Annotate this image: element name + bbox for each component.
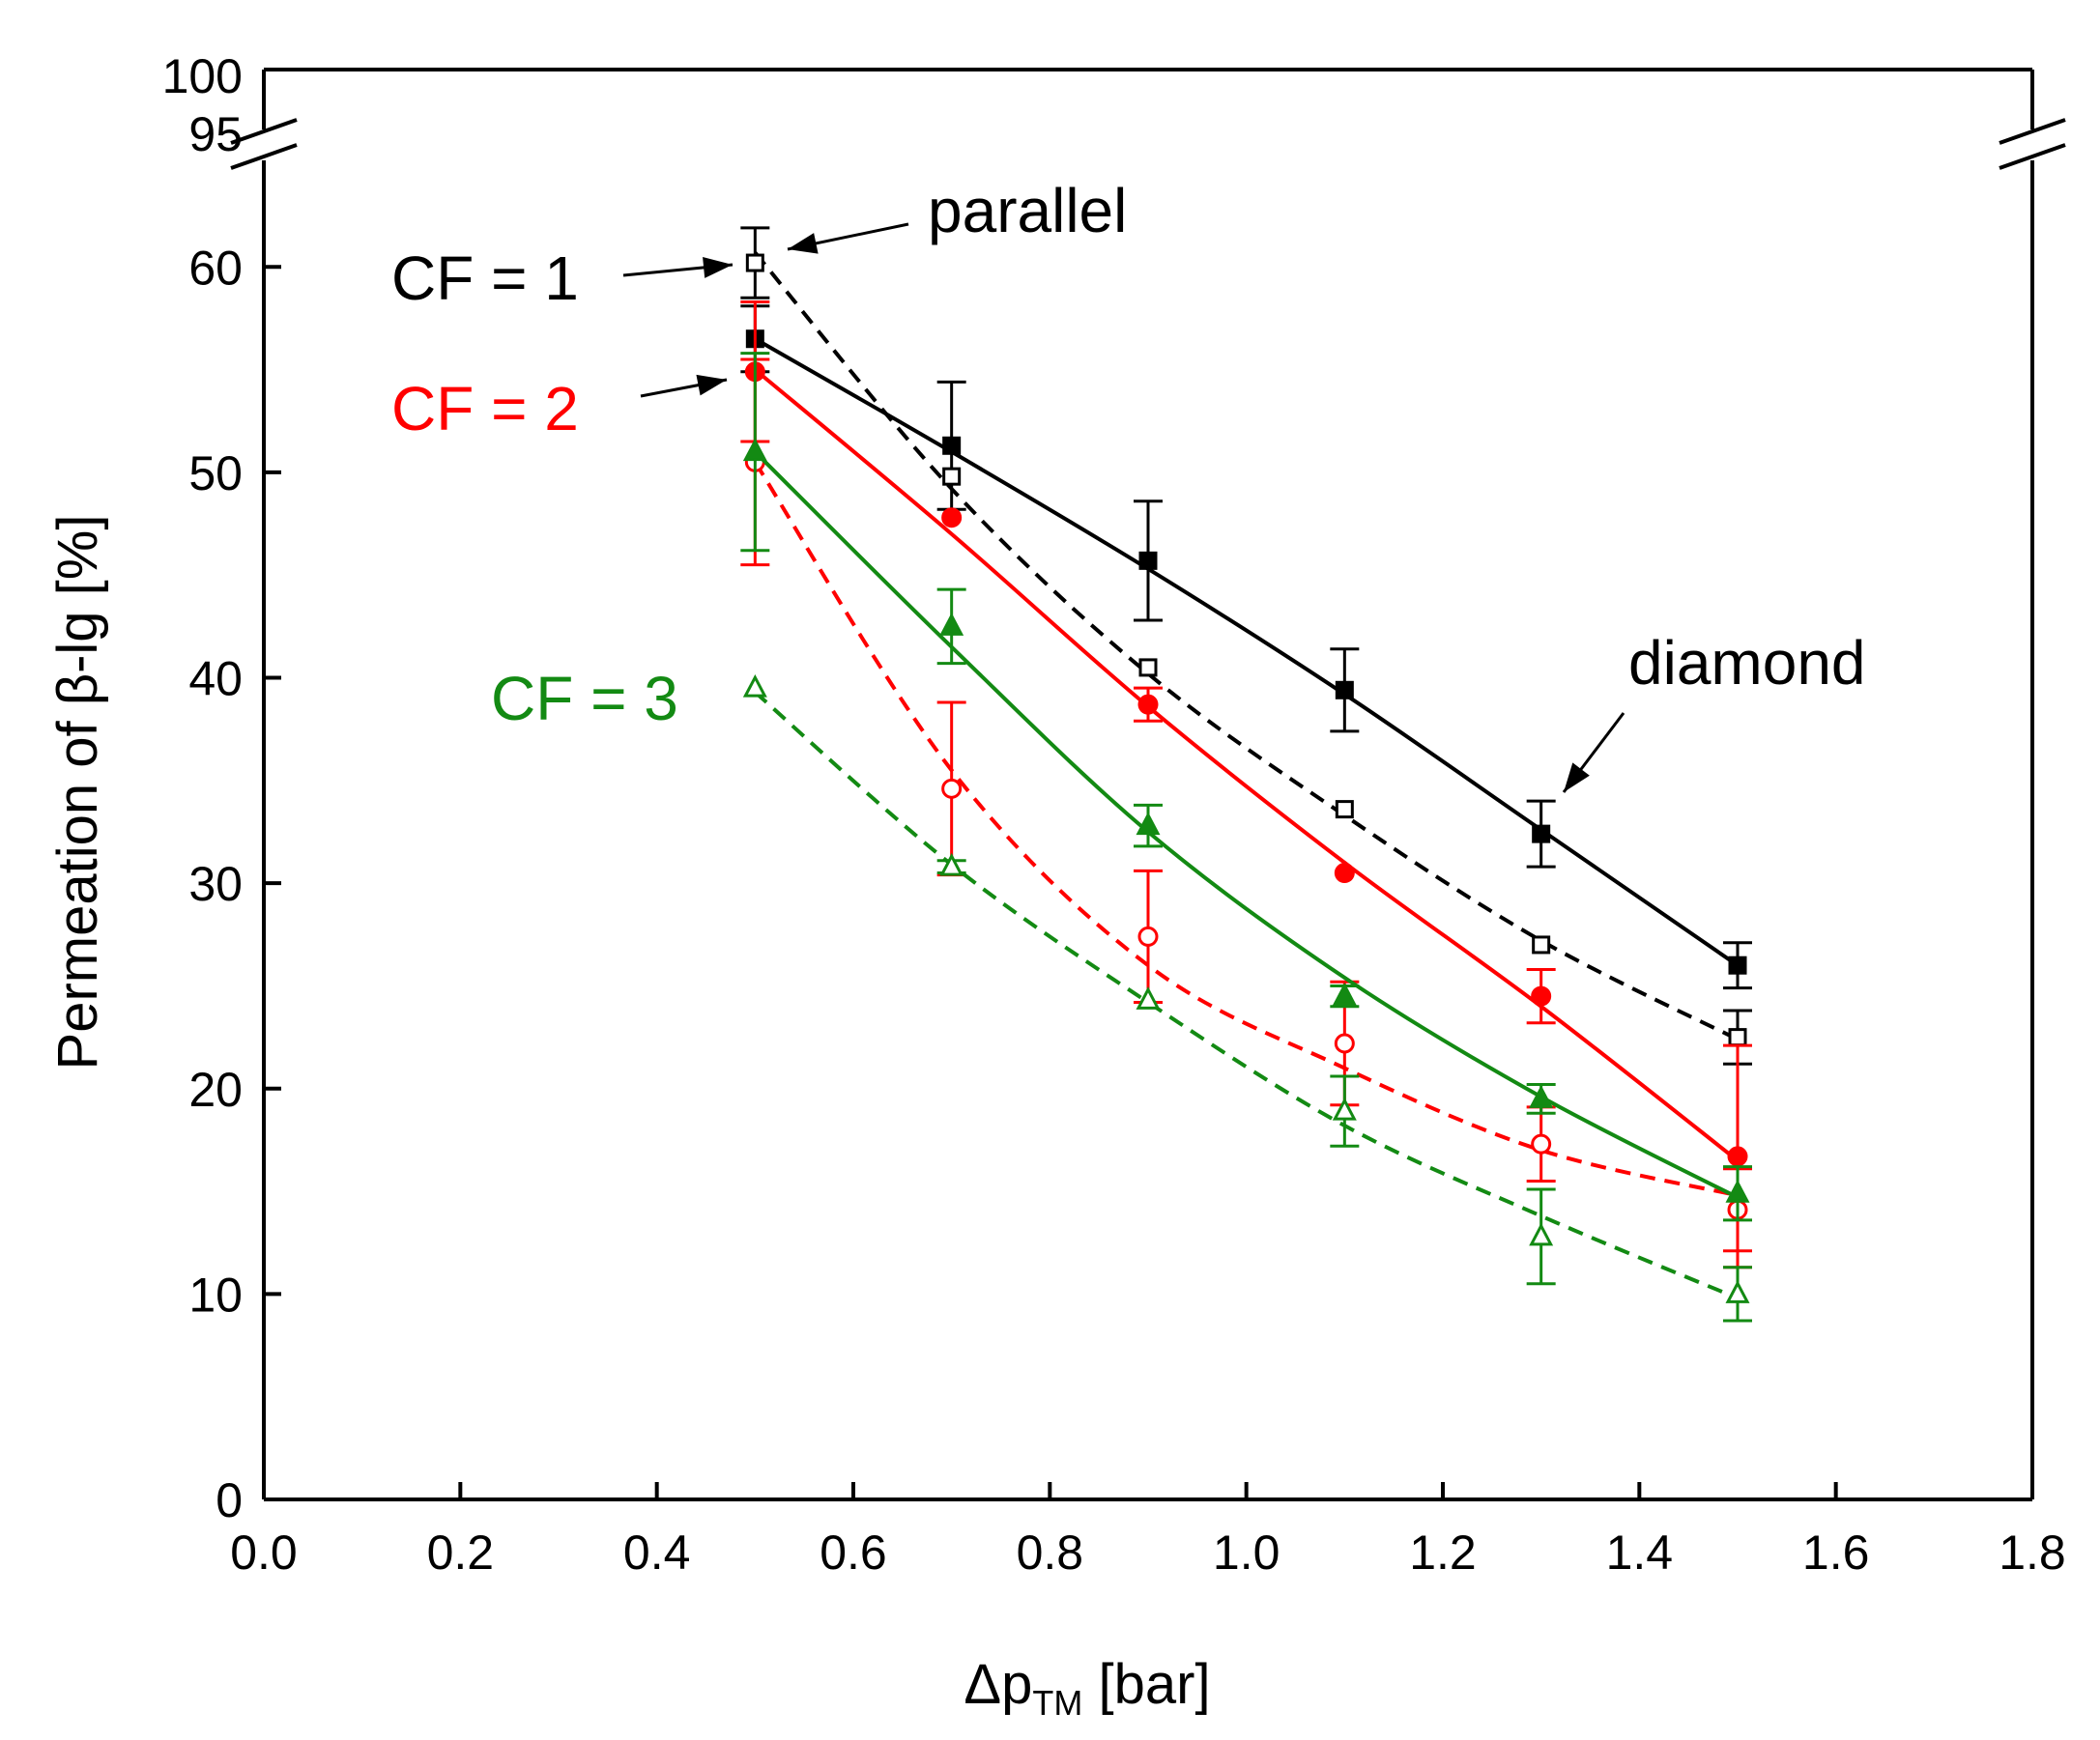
series-cf2-diamond: [740, 300, 1752, 1269]
annotation-cf1: CF = 1: [391, 243, 579, 313]
data-point: [1138, 658, 1158, 677]
data-point: [1725, 1179, 1750, 1203]
data-point: [1332, 982, 1357, 1006]
axis-break-mark: [1999, 143, 2066, 170]
data-point: [1529, 1222, 1554, 1246]
x-axis-label-sub: TM: [1032, 1683, 1082, 1723]
data-point: [1532, 824, 1551, 843]
fit-line-cf2-diamond: [754, 368, 1740, 1162]
fit-line-cf3-diamond: [753, 450, 1739, 1200]
arrow-head: [696, 374, 727, 396]
x-tick-label: 0.2: [427, 1526, 495, 1580]
arrow-cf1: [622, 256, 734, 278]
data-point: [1138, 551, 1158, 570]
data-point: [1334, 863, 1355, 884]
arrow-diamond: [1562, 712, 1625, 793]
series-cf1-diamond: [740, 304, 1752, 990]
annotations: Permeation of β-lg [%] ΔpTM [bar] CF = 1…: [46, 176, 1866, 1723]
data-point: [1136, 986, 1161, 1010]
data-point: [942, 436, 962, 455]
x-tick-label: 1.8: [1999, 1526, 2066, 1580]
data-point: [1727, 1146, 1748, 1167]
annotation-parallel: parallel: [928, 176, 1127, 245]
data-point: [1532, 935, 1551, 955]
axis-break-mark: [1999, 118, 2066, 145]
series-cf3-parallel: [742, 673, 1752, 1323]
y-axis-label: Permeation of β-lg [%]: [46, 515, 109, 1070]
y-tick-label-upper: 95: [188, 107, 243, 161]
y-tick-label: 30: [188, 857, 243, 911]
data-point: [1531, 1133, 1552, 1155]
data-point: [745, 253, 764, 272]
data-point: [1728, 1028, 1747, 1047]
data-point: [942, 467, 962, 486]
y-tick-label: 10: [188, 1268, 243, 1322]
fit-line-cf1-parallel: [753, 251, 1739, 1041]
y-tick-label-upper: 100: [162, 49, 243, 103]
x-axis-label: ΔpTM [bar]: [964, 1653, 1210, 1723]
series-cf2-parallel: [740, 357, 1752, 1253]
x-tick-label: 0.6: [820, 1526, 887, 1580]
axes: 0.0 0.2 0.4 0.6 0.8 1.0 1.2 1.4 1.6 1.8 0 10 20 30 40 5…: [162, 49, 2066, 1580]
axis-break-mark: [230, 143, 298, 170]
x-tick-label: 0.4: [623, 1526, 691, 1580]
data-point: [1728, 956, 1747, 975]
data-point: [939, 613, 964, 636]
data-point: [1334, 1033, 1355, 1054]
data-point: [1531, 985, 1552, 1007]
x-tick-label: 1.2: [1409, 1526, 1477, 1580]
data-point: [941, 507, 963, 528]
data-point: [941, 778, 963, 799]
fit-line-cf1-diamond: [754, 336, 1740, 967]
y-tick-label: 60: [188, 241, 243, 295]
x-axis-label-unit: [bar]: [1082, 1653, 1210, 1716]
x-axis-label-main: Δp: [964, 1653, 1032, 1716]
data-point: [742, 673, 767, 698]
data-point: [1137, 694, 1159, 715]
fit-line-cf3-parallel: [754, 690, 1739, 1300]
x-tick-label: 1.0: [1213, 1526, 1280, 1580]
arrow-parallel: [787, 222, 909, 254]
data-point: [939, 852, 964, 876]
data-point: [1725, 1280, 1750, 1303]
axis-break-mark: [230, 118, 298, 145]
x-tick-label: 1.4: [1606, 1526, 1674, 1580]
data-point: [1136, 812, 1161, 836]
arrow-cf2: [640, 374, 728, 398]
y-tick-label: 20: [188, 1063, 243, 1117]
data-point: [742, 438, 767, 462]
arrow-head: [1564, 762, 1590, 792]
arrow-head: [703, 256, 733, 278]
annotation-cf2: CF = 2: [391, 374, 579, 443]
data-point: [1137, 926, 1159, 947]
series-cf1-parallel: [740, 226, 1752, 1066]
y-tick-label: 50: [188, 446, 243, 500]
y-tick-label: 0: [216, 1473, 243, 1527]
x-tick-label: 0.0: [230, 1526, 298, 1580]
data-point: [1529, 1085, 1554, 1108]
annotation-cf3: CF = 3: [491, 664, 678, 733]
data-point: [1335, 800, 1354, 819]
data-point: [1335, 680, 1354, 699]
plot-area: [622, 222, 1752, 1323]
data-point: [1332, 1097, 1357, 1121]
arrow-head: [788, 233, 819, 254]
y-tick-label: 40: [188, 652, 243, 706]
fit-line-cf2-parallel: [753, 461, 1739, 1198]
x-tick-label: 1.6: [1802, 1526, 1870, 1580]
x-tick-label: 0.8: [1017, 1526, 1084, 1580]
series-cf3-diamond: [740, 352, 1752, 1222]
annotation-diamond: diamond: [1628, 628, 1866, 698]
